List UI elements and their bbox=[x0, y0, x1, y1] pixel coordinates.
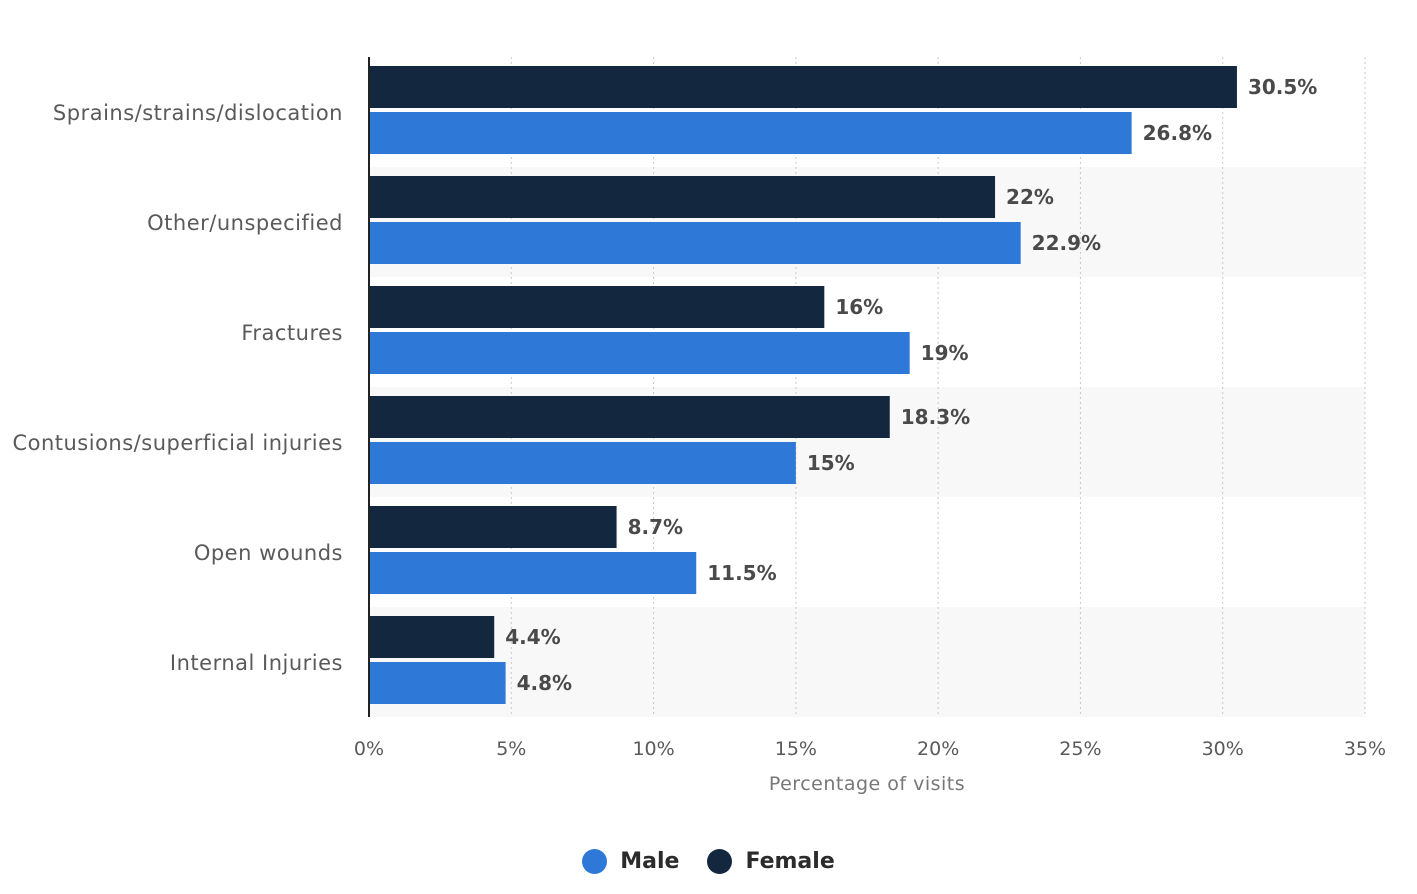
tick-label: 35% bbox=[1344, 738, 1386, 760]
bar-female[interactable] bbox=[369, 176, 996, 218]
legend-item-male[interactable]: Male bbox=[582, 848, 680, 874]
data-label: 22% bbox=[1006, 185, 1054, 209]
x-axis-title: Percentage of visits bbox=[769, 773, 965, 795]
data-label: 11.5% bbox=[707, 561, 776, 585]
data-label: 4.4% bbox=[505, 625, 560, 649]
legend-label-male: Male bbox=[620, 848, 680, 874]
tick-label: 20% bbox=[917, 738, 959, 760]
data-label: 8.7% bbox=[628, 515, 683, 539]
bar-male[interactable] bbox=[369, 222, 1021, 264]
tick-label: 25% bbox=[1059, 738, 1101, 760]
data-label: 4.8% bbox=[517, 671, 572, 695]
category-label: Sprains/strains/dislocation bbox=[53, 101, 343, 125]
gridlines bbox=[510, 57, 1366, 717]
bar-female[interactable] bbox=[369, 506, 617, 548]
legend-dot-male bbox=[582, 848, 608, 874]
bar-male[interactable] bbox=[369, 552, 697, 594]
row-band bbox=[369, 607, 1365, 717]
bar-male[interactable] bbox=[369, 442, 796, 484]
legend: Male Female bbox=[0, 843, 1417, 879]
category-label: Internal Injuries bbox=[170, 651, 343, 675]
legend-dot-female bbox=[707, 848, 733, 874]
bar-male[interactable] bbox=[369, 112, 1132, 154]
bar-female[interactable] bbox=[369, 66, 1237, 108]
tick-label: 30% bbox=[1202, 738, 1244, 760]
bar-female[interactable] bbox=[369, 396, 890, 438]
bar-female[interactable] bbox=[369, 286, 825, 328]
category-label: Fractures bbox=[241, 321, 343, 345]
category-label: Contusions/superficial injuries bbox=[12, 431, 343, 455]
data-label: 30.5% bbox=[1248, 75, 1317, 99]
data-label: 26.8% bbox=[1143, 121, 1212, 145]
tick-label: 5% bbox=[496, 738, 526, 760]
bar-chart: 30.5% 26.8% 22% 22.9% 16% 19% 18.3% 15% 8.7% 11.5… bbox=[12, 57, 1386, 795]
legend-item-female[interactable]: Female bbox=[707, 848, 835, 874]
tick-label: 10% bbox=[632, 738, 674, 760]
category-label: Other/unspecified bbox=[147, 211, 343, 235]
bar-male[interactable] bbox=[369, 332, 910, 374]
data-label: 19% bbox=[921, 341, 969, 365]
category-labels: Sprains/strains/dislocation Other/unspeci… bbox=[12, 101, 343, 675]
tick-label: 0% bbox=[354, 738, 384, 760]
data-label: 16% bbox=[835, 295, 883, 319]
data-label: 22.9% bbox=[1032, 231, 1101, 255]
tick-labels: 0% 5% 10% 15% 20% 25% 30% 35% bbox=[354, 738, 1386, 760]
category-label: Open wounds bbox=[194, 541, 343, 565]
data-label: 18.3% bbox=[901, 405, 970, 429]
bar-female[interactable] bbox=[369, 616, 495, 658]
bar-male[interactable] bbox=[369, 662, 506, 704]
data-label: 15% bbox=[807, 451, 855, 475]
bars: 30.5% 26.8% 22% 22.9% 16% 19% 18.3% 15% 8.7% 11.5… bbox=[369, 66, 1317, 704]
legend-label-female: Female bbox=[745, 848, 835, 874]
tick-label: 15% bbox=[775, 738, 817, 760]
